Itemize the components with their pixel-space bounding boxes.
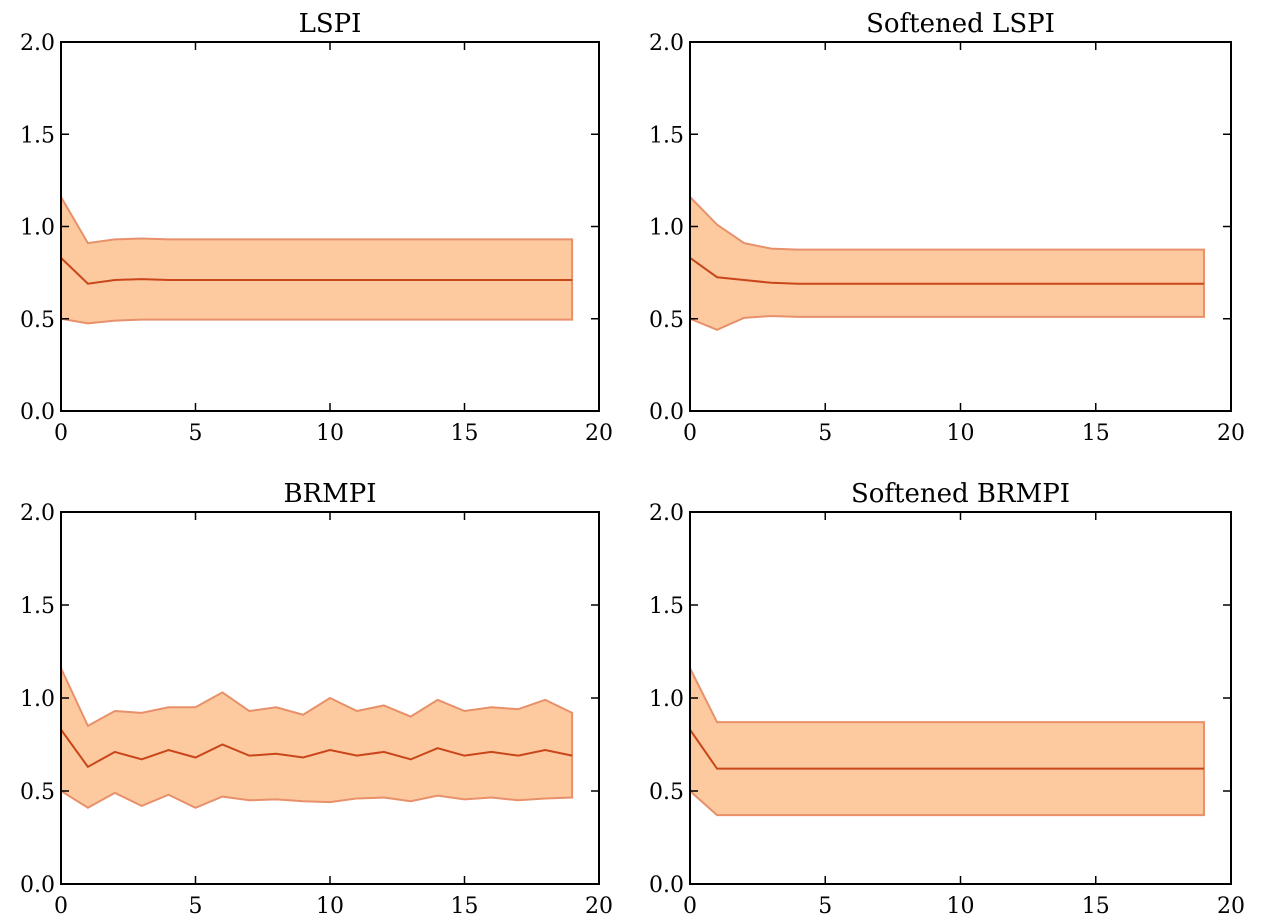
axes-frame (60, 41, 600, 412)
x-tick-label: 5 (189, 894, 203, 919)
chart-panel-1: 0 5 10 15 20 0.0 0.5 1.0 1.5 2.0 Softened LSPI (649, 9, 1245, 446)
chart-title: Softened BRMPI (851, 479, 1070, 509)
x-tick-label: 20 (585, 894, 613, 919)
y-tick-label: 1.0 (20, 687, 55, 712)
x-tick-label: 20 (1217, 421, 1245, 446)
x-tick-label: 20 (585, 421, 613, 446)
chart-panel-0: 0 5 10 15 20 0.0 0.5 1.0 1.5 2.0 LSPI (20, 9, 613, 446)
y-tick-label: 2.0 (649, 501, 684, 526)
x-tick-label: 0 (54, 421, 68, 446)
chart-title: BRMPI (283, 479, 376, 509)
y-tick-label: 0.5 (649, 780, 684, 805)
y-tick-label: 0.0 (20, 400, 55, 425)
y-tick-label: 0.5 (649, 308, 684, 333)
confidence-band (60, 667, 574, 809)
x-tick-label: 5 (818, 421, 832, 446)
x-tick-label: 15 (1082, 421, 1110, 446)
x-tick-label: 15 (451, 421, 479, 446)
chart-title: LSPI (299, 9, 362, 39)
chart-panel-3: 0 5 10 15 20 0.0 0.5 1.0 1.5 2.0 Softened BRMPI (649, 479, 1245, 919)
y-tick-label: 0.5 (20, 780, 55, 805)
confidence-band (689, 194, 1205, 331)
x-tick-label: 0 (683, 894, 697, 919)
y-tick-label: 1.0 (649, 687, 684, 712)
y-tick-label: 0.5 (20, 308, 55, 333)
chart-title: Softened LSPI (866, 9, 1055, 39)
mean-line (689, 257, 1204, 285)
mean-line (689, 729, 1204, 770)
x-tick-label: 15 (1082, 894, 1110, 919)
axes-frame (689, 41, 1232, 412)
x-tick-label: 10 (316, 894, 344, 919)
x-tick-label: 5 (818, 894, 832, 919)
x-tick-label: 15 (451, 894, 479, 919)
y-tick-label: 0.0 (20, 873, 55, 898)
x-tick-label: 0 (54, 894, 68, 919)
x-tick-label: 0 (683, 421, 697, 446)
x-tick-label: 20 (1217, 894, 1245, 919)
x-tick-label: 10 (316, 421, 344, 446)
y-tick-label: 1.0 (649, 216, 684, 241)
y-tick-label: 0.0 (649, 873, 684, 898)
mean-line (60, 729, 573, 769)
y-tick-label: 1.5 (20, 123, 55, 148)
confidence-band (689, 667, 1205, 817)
y-tick-label: 1.5 (649, 123, 684, 148)
x-tick-label: 10 (947, 421, 975, 446)
x-tick-label: 5 (189, 421, 203, 446)
y-tick-label: 1.5 (649, 594, 684, 619)
x-tick-label: 10 (947, 894, 975, 919)
axes-frame (689, 511, 1232, 885)
mean-line (60, 257, 573, 285)
y-tick-label: 2.0 (20, 501, 55, 526)
chart-panel-2: 0 5 10 15 20 0.0 0.5 1.0 1.5 2.0 BRMPI (20, 479, 613, 919)
y-tick-label: 1.5 (20, 594, 55, 619)
y-tick-label: 1.0 (20, 216, 55, 241)
y-tick-label: 0.0 (649, 400, 684, 425)
y-tick-label: 2.0 (649, 31, 684, 56)
confidence-band (60, 193, 574, 325)
y-tick-label: 2.0 (20, 31, 55, 56)
